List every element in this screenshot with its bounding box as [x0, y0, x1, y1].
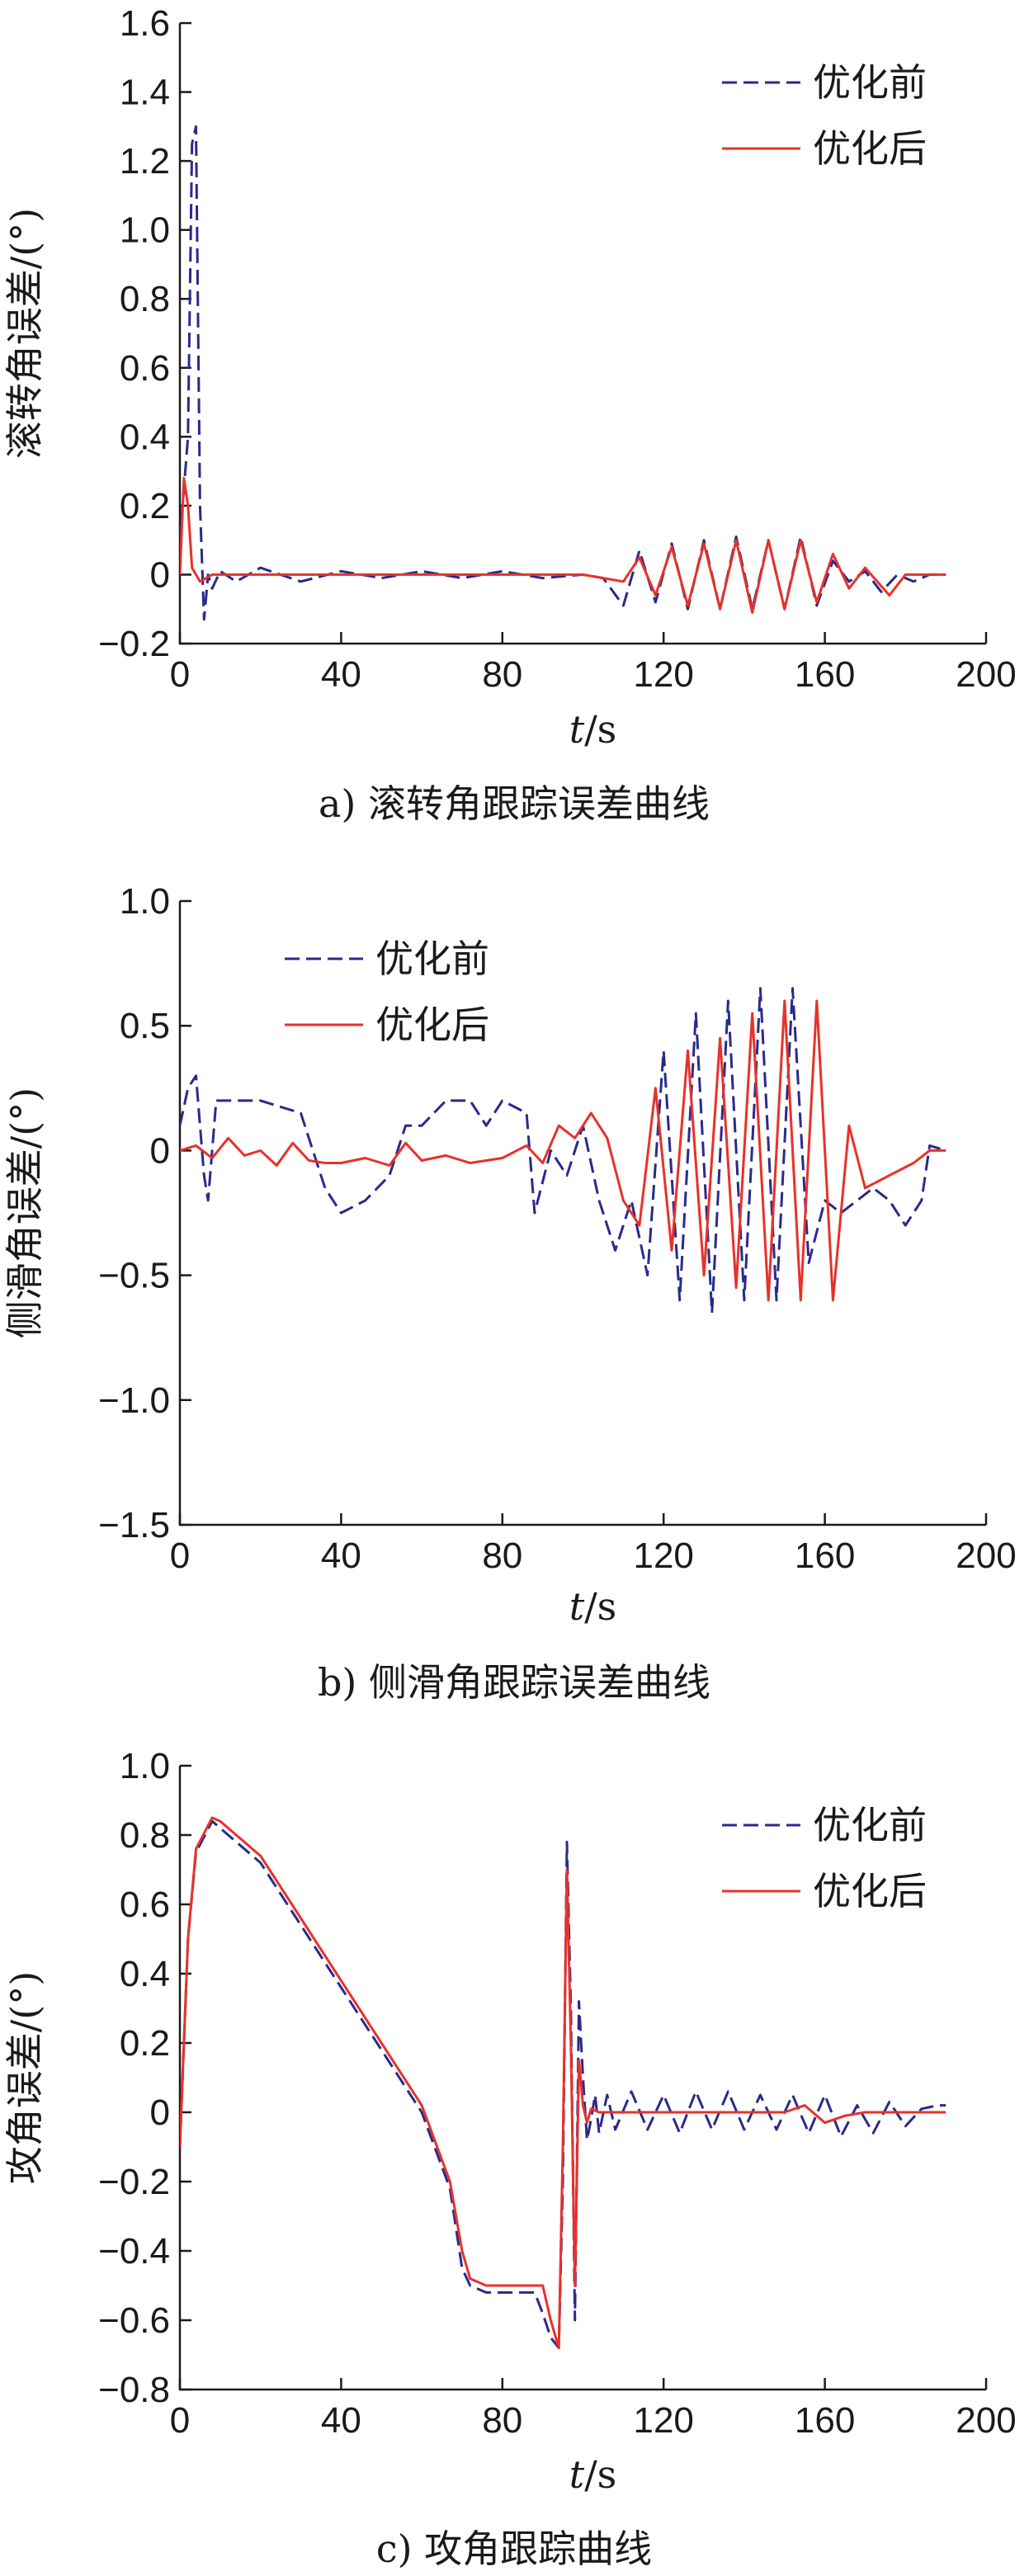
- legend-label: 优化后: [375, 1003, 489, 1047]
- y-tick-label: 0.8: [120, 279, 170, 319]
- x-tick-label: 160: [795, 1536, 855, 1576]
- y-tick-label: −0.4: [98, 2231, 170, 2272]
- y-tick-label: 0.4: [120, 417, 170, 457]
- x-tick-label: 80: [482, 2400, 522, 2441]
- y-tick-label: 1.6: [120, 3, 170, 44]
- x-tick-label: 80: [482, 654, 522, 695]
- y-tick-label: −0.6: [98, 2300, 170, 2341]
- y-tick-label: −0.2: [98, 624, 170, 664]
- y-tick-label: −1.5: [98, 1505, 170, 1545]
- panel-caption: a) 滚转角跟踪误差曲线: [319, 781, 710, 826]
- x-tick-label: 120: [633, 1536, 693, 1576]
- legend-label: 优化前: [375, 937, 489, 981]
- series-line-after: [180, 1816, 946, 2350]
- series-line-before: [180, 125, 946, 621]
- panel-caption: c) 攻角跟踪曲线: [376, 2526, 652, 2571]
- x-tick-label: 120: [633, 2400, 693, 2441]
- y-tick-label: 0.8: [120, 1815, 170, 1856]
- y-tick-label: 1.2: [120, 141, 170, 182]
- x-tick-label: 160: [795, 654, 855, 695]
- y-tick-label: 0.5: [120, 1006, 170, 1046]
- x-tick-label: 0: [170, 2400, 190, 2441]
- y-tick-label: 0.2: [120, 2023, 170, 2064]
- x-tick-label: 160: [795, 2400, 855, 2441]
- x-tick-label: 200: [956, 654, 1016, 695]
- x-axis-title: t/s: [569, 2452, 617, 2497]
- y-tick-label: 1.0: [120, 210, 170, 251]
- y-tick-label: 0.6: [120, 1885, 170, 1925]
- axes-frame: [178, 1766, 986, 2391]
- y-axis-title: 滚转角误差/(°): [2, 208, 47, 459]
- chart-panel-1: 0 40 80 120 160 200−0.200.20.40.60.81.01.21.4…: [2, 3, 1017, 826]
- x-tick-label: 40: [321, 1536, 361, 1576]
- legend-label: 优化前: [813, 1803, 927, 1847]
- x-tick-label: 40: [321, 2400, 361, 2441]
- x-tick-label: 40: [321, 654, 361, 695]
- series-line-after: [180, 477, 946, 614]
- y-tick-label: 0.6: [120, 348, 170, 389]
- legend-label: 优化后: [813, 126, 927, 171]
- series-line-after: [180, 999, 946, 1302]
- y-tick-label: 0.4: [120, 1954, 170, 1994]
- x-tick-label: 200: [956, 2400, 1016, 2441]
- axes-frame: [178, 23, 986, 645]
- y-tick-label: 0: [150, 1130, 170, 1171]
- y-tick-label: −0.8: [98, 2370, 170, 2410]
- series-line-before: [180, 1819, 946, 2350]
- legend-label: 优化前: [813, 60, 927, 105]
- x-tick-label: 0: [170, 654, 190, 695]
- y-tick-label: −1.0: [98, 1380, 170, 1421]
- y-axis-title: 攻角误差/(°): [2, 1971, 47, 2184]
- y-tick-label: −0.5: [98, 1256, 170, 1296]
- x-axis-title: t/s: [569, 1584, 617, 1629]
- chart-panel-3: 0 40 80 120 160 200 −0.8 −0.6 −0.4 −0.2 0 0.2 0.4 0.6…: [2, 1746, 1017, 2571]
- axes-frame: [178, 901, 986, 1526]
- x-tick-label: 80: [482, 1536, 522, 1576]
- x-axis-title: t/s: [569, 707, 617, 752]
- y-tick-label: 1.0: [120, 881, 170, 922]
- panel-caption: b) 侧滑角跟踪误差曲线: [318, 1660, 710, 1705]
- y-tick-label: 0: [150, 554, 170, 595]
- x-tick-label: 120: [633, 654, 693, 695]
- y-tick-label: 1.4: [120, 73, 170, 113]
- x-tick-label: 200: [956, 1536, 1016, 1576]
- legend-label: 优化后: [813, 1869, 927, 1913]
- y-axis-title: 侧滑角误差/(°): [2, 1087, 47, 1338]
- y-tick-label: −0.2: [98, 2162, 170, 2202]
- x-tick-label: 0: [170, 1536, 190, 1576]
- y-tick-label: 0: [150, 2092, 170, 2133]
- y-tick-label: 1.0: [120, 1746, 170, 1786]
- y-tick-label: 0.2: [120, 486, 170, 526]
